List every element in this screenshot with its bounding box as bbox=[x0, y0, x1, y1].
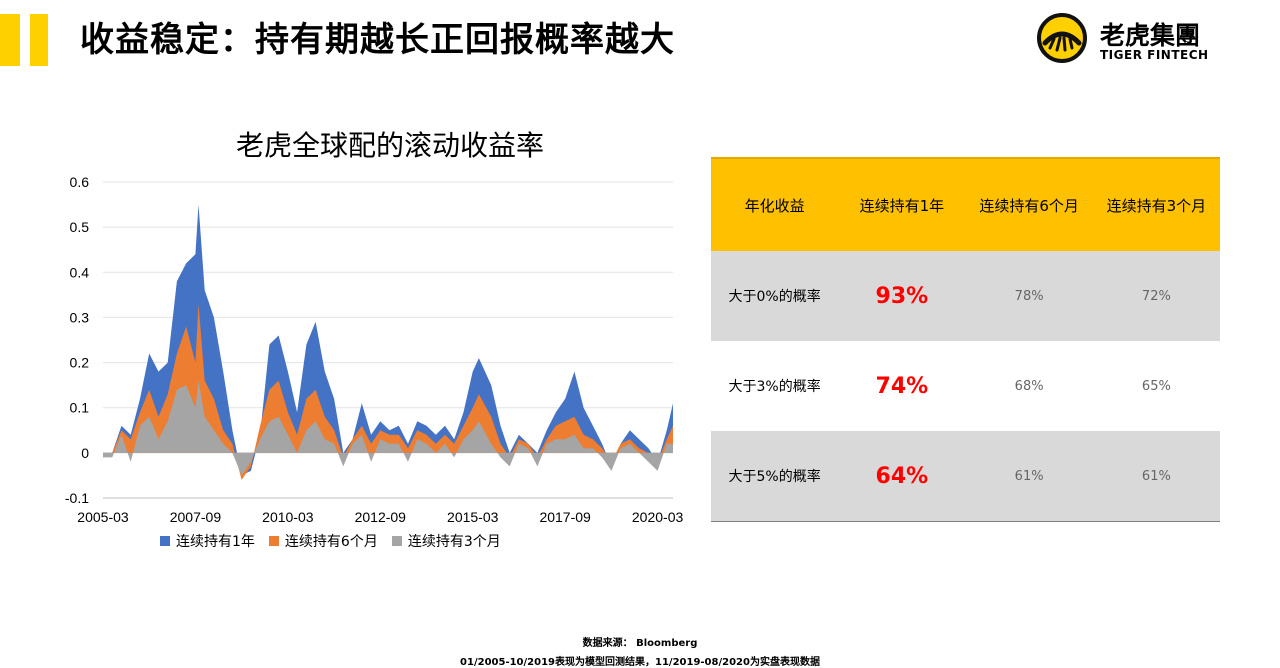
x-tick-label: 2012-09 bbox=[355, 509, 407, 525]
accent-bar-right bbox=[30, 14, 48, 66]
area-series bbox=[103, 204, 673, 480]
value-3-months: 65% bbox=[1092, 341, 1220, 431]
chart-legend: 连续持有1年 连续持有6个月 连续持有3个月 bbox=[160, 530, 515, 552]
logo-name-en: TIGER FINTECH bbox=[1100, 48, 1209, 62]
data-source-note: 数据来源： Bloomberg bbox=[582, 638, 698, 649]
row-label: 大于3%的概率 bbox=[711, 341, 839, 431]
legend-swatch bbox=[391, 536, 402, 546]
header-hold-6-months: 连续持有6个月 bbox=[965, 157, 1093, 251]
value-3-months: 61% bbox=[1092, 431, 1220, 522]
y-tick-label: 0.6 bbox=[70, 174, 90, 190]
company-logo: 老虎集團 TIGER FINTECH bbox=[1036, 10, 1236, 66]
table-row: 大于3%的概率 74% 68% 65% bbox=[711, 341, 1220, 431]
table-row: 大于5%的概率 64% 61% 61% bbox=[711, 431, 1220, 522]
methodology-note: 01/2005-10/2019表现为模型回测结果，11/2019-08/2020… bbox=[460, 657, 820, 668]
chart-title: 老虎全球配的滚动收益率 bbox=[235, 129, 544, 162]
y-tick-label: -0.1 bbox=[65, 490, 89, 506]
x-tick-label: 2015-03 bbox=[447, 509, 499, 525]
table-header-row: 年化收益 连续持有1年 连续持有6个月 连续持有3个月 bbox=[711, 157, 1220, 251]
legend-swatch bbox=[268, 536, 279, 546]
accent-bar-left bbox=[0, 14, 20, 66]
legend-swatch bbox=[160, 536, 170, 546]
value-6-months: 78% bbox=[965, 251, 1093, 341]
x-tick-label: 2007-09 bbox=[170, 509, 222, 525]
legend-item: 连续持有1年 bbox=[160, 531, 255, 551]
header-hold-3-months: 连续持有3个月 bbox=[1092, 157, 1220, 251]
value-6-months: 68% bbox=[965, 341, 1093, 431]
y-tick-label: 0.4 bbox=[70, 264, 90, 280]
logo-name-cn: 老虎集團 bbox=[1100, 21, 1201, 50]
y-tick-label: 0.3 bbox=[70, 309, 90, 325]
header-hold-1-year: 连续持有1年 bbox=[838, 157, 966, 251]
value-3-months: 72% bbox=[1092, 251, 1220, 341]
x-tick-label: 2010-03 bbox=[262, 509, 314, 525]
y-tick-label: 0 bbox=[81, 445, 89, 461]
tiger-logo-icon bbox=[1037, 13, 1087, 63]
row-label: 大于5%的概率 bbox=[711, 431, 839, 522]
legend-label: 连续持有6个月 bbox=[284, 534, 378, 550]
x-tick-label: 2017-09 bbox=[539, 509, 591, 525]
page-title: 收益稳定：持有期越长正回报概率越大 bbox=[80, 20, 675, 60]
rolling-return-chart: 0.6 0.5 0.4 0.3 0.2 0.1 0 -0.1 2005-03 2007-09 201… bbox=[65, 174, 684, 525]
legend-item: 连续持有6个月 bbox=[268, 531, 378, 551]
value-6-months: 61% bbox=[965, 431, 1093, 522]
x-tick-label: 2005-03 bbox=[77, 509, 129, 525]
legend-label: 连续持有3个月 bbox=[407, 534, 501, 550]
header-annualized-return: 年化收益 bbox=[711, 157, 839, 251]
axis-labels: 0.6 0.5 0.4 0.3 0.2 0.1 0 -0.1 2005-03 2007-09 201… bbox=[65, 174, 684, 525]
probability-table: 年化收益 连续持有1年 连续持有6个月 连续持有3个月 大于0%的概率 93% … bbox=[711, 157, 1220, 522]
legend-item: 连续持有3个月 bbox=[391, 531, 501, 551]
y-tick-label: 0.2 bbox=[70, 355, 90, 371]
value-1-year: 64% bbox=[838, 431, 966, 522]
legend-label: 连续持有1年 bbox=[176, 534, 255, 550]
row-label: 大于0%的概率 bbox=[711, 251, 839, 341]
value-1-year: 74% bbox=[838, 341, 966, 431]
value-1-year: 93% bbox=[838, 251, 966, 341]
y-tick-label: 0.5 bbox=[70, 219, 90, 235]
y-tick-label: 0.1 bbox=[70, 400, 90, 416]
table-row: 大于0%的概率 93% 78% 72% bbox=[711, 251, 1220, 341]
x-tick-label: 2020-03 bbox=[632, 509, 684, 525]
